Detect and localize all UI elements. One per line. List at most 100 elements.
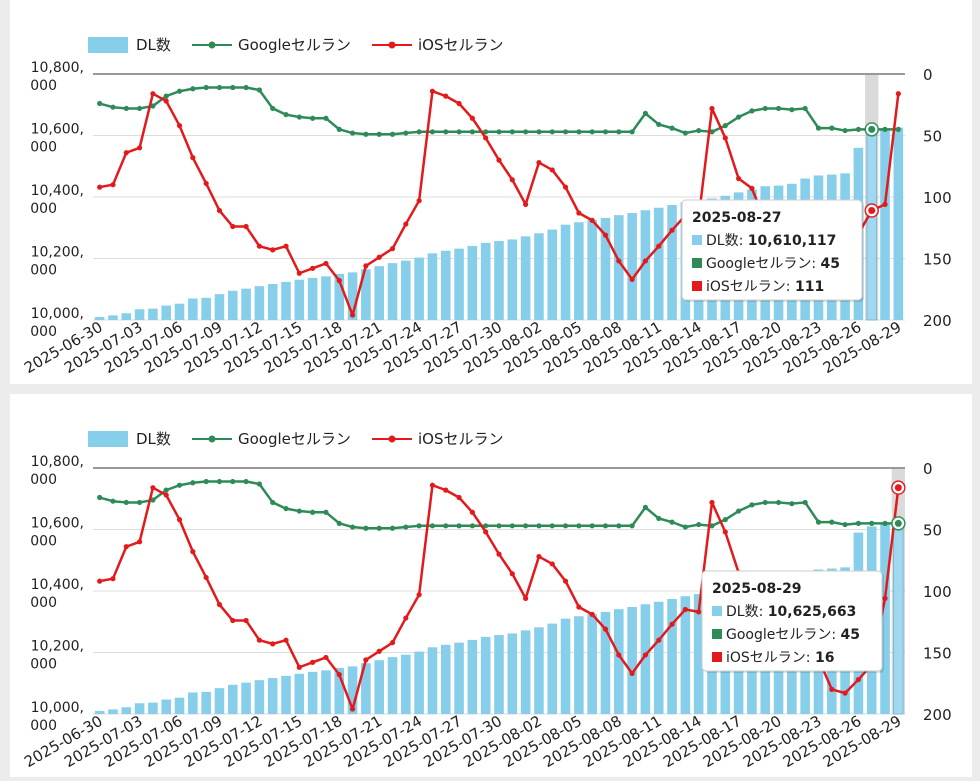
google-point[interactable] <box>403 524 409 530</box>
google-point[interactable] <box>509 523 515 529</box>
google-point[interactable] <box>203 478 209 485</box>
bar-dl[interactable] <box>640 604 651 714</box>
google-point[interactable] <box>176 482 183 488</box>
bar-dl[interactable] <box>454 642 464 714</box>
google-point[interactable] <box>443 129 449 135</box>
bar-dl[interactable] <box>454 248 464 320</box>
google-point[interactable] <box>682 524 688 530</box>
ios-point[interactable] <box>829 686 835 692</box>
ios-point[interactable] <box>429 88 436 94</box>
ios-point[interactable] <box>629 670 635 677</box>
bar-dl[interactable] <box>281 675 291 714</box>
ios-point-highlight[interactable] <box>868 207 876 215</box>
google-point[interactable] <box>363 131 369 137</box>
google-point[interactable] <box>855 126 862 132</box>
ios-point[interactable] <box>150 485 156 491</box>
bar-dl[interactable] <box>254 680 265 714</box>
ios-point[interactable] <box>323 260 329 267</box>
google-point[interactable] <box>802 499 808 506</box>
bar-dl[interactable] <box>507 239 518 320</box>
bar-dl[interactable] <box>307 671 318 714</box>
ios-point[interactable] <box>882 201 888 207</box>
ios-point[interactable] <box>709 105 715 112</box>
bar-dl[interactable] <box>294 279 305 320</box>
ios-point[interactable] <box>456 100 462 107</box>
bar-dl[interactable] <box>148 308 158 320</box>
google-point[interactable] <box>736 508 742 514</box>
ios-point[interactable] <box>150 91 156 97</box>
google-point[interactable] <box>456 523 462 529</box>
bar-dl[interactable] <box>627 606 637 714</box>
google-point[interactable] <box>882 520 888 526</box>
ios-point[interactable] <box>176 123 183 129</box>
ios-point[interactable] <box>230 617 236 624</box>
ios-point[interactable] <box>629 276 635 283</box>
google-point[interactable] <box>203 84 209 91</box>
google-point[interactable] <box>536 129 542 135</box>
ios-point[interactable] <box>163 492 169 498</box>
ios-point[interactable] <box>682 606 688 613</box>
bar-dl[interactable] <box>414 257 424 320</box>
ios-point[interactable] <box>123 150 129 156</box>
bar-dl[interactable] <box>693 594 704 714</box>
bar-dl[interactable] <box>94 710 105 714</box>
google-point[interactable] <box>602 129 609 135</box>
google-point[interactable] <box>429 129 436 135</box>
bar-dl[interactable] <box>188 298 198 320</box>
google-point[interactable] <box>509 129 515 135</box>
bar-dl[interactable] <box>188 692 198 714</box>
google-point[interactable] <box>549 523 555 529</box>
google-point[interactable] <box>709 523 715 529</box>
ios-point[interactable] <box>283 637 289 643</box>
google-point[interactable] <box>230 84 236 91</box>
ios-point[interactable] <box>562 578 569 584</box>
google-point[interactable] <box>230 478 236 485</box>
bar-dl[interactable] <box>480 636 491 714</box>
bar-dl[interactable] <box>547 623 558 714</box>
ios-point[interactable] <box>576 604 582 610</box>
bar-dl[interactable] <box>440 644 451 714</box>
ios-point[interactable] <box>243 223 249 230</box>
google-point[interactable] <box>523 129 529 135</box>
google-point[interactable] <box>562 129 569 135</box>
google-point[interactable] <box>110 104 116 110</box>
ios-point[interactable] <box>722 135 728 141</box>
google-point[interactable] <box>775 105 782 112</box>
google-point[interactable] <box>829 519 835 525</box>
google-point[interactable] <box>270 499 276 506</box>
google-point[interactable] <box>429 523 436 529</box>
google-point[interactable] <box>136 499 143 506</box>
bar-dl[interactable] <box>440 250 451 320</box>
ios-point[interactable] <box>230 223 236 230</box>
google-point[interactable] <box>669 125 675 131</box>
ios-point[interactable] <box>656 637 662 643</box>
bar-dl[interactable] <box>281 281 291 320</box>
google-point[interactable] <box>815 125 822 131</box>
bar-dl[interactable] <box>494 634 504 714</box>
ios-point[interactable] <box>310 265 316 271</box>
ios-point[interactable] <box>363 657 369 663</box>
ios-point[interactable] <box>895 91 901 97</box>
ios-point[interactable] <box>389 640 396 646</box>
ios-point[interactable] <box>509 177 515 183</box>
google-point[interactable] <box>722 123 728 129</box>
bar-dl[interactable] <box>574 616 584 714</box>
bar-dl[interactable] <box>241 288 251 320</box>
ios-point[interactable] <box>483 135 489 141</box>
ios-point[interactable] <box>403 615 409 621</box>
bar-dl[interactable] <box>534 233 544 320</box>
bar-dl[interactable] <box>267 284 278 320</box>
google-point[interactable] <box>629 523 635 529</box>
ios-point[interactable] <box>669 621 675 627</box>
bar-dl[interactable] <box>587 220 597 320</box>
ios-point[interactable] <box>363 263 369 269</box>
google-point[interactable] <box>110 498 116 504</box>
ios-point[interactable] <box>270 641 276 647</box>
ios-point[interactable] <box>256 243 262 249</box>
bar-dl[interactable] <box>121 313 132 320</box>
ios-point[interactable] <box>509 571 515 577</box>
google-point[interactable] <box>762 499 768 506</box>
ios-point[interactable] <box>443 93 449 99</box>
google-point[interactable] <box>97 494 103 501</box>
bar-dl[interactable] <box>653 601 664 714</box>
